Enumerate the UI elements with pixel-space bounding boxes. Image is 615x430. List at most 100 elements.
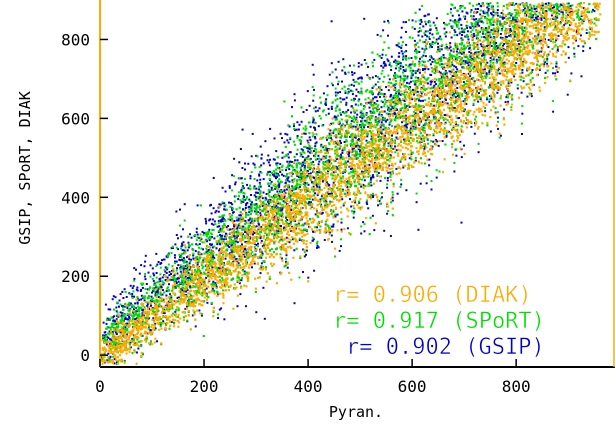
point-gsip: [256, 211, 259, 214]
point-sport: [274, 196, 277, 199]
point-gsip: [179, 259, 182, 262]
point-gsip: [359, 150, 361, 153]
point-gsip: [451, 75, 454, 77]
point-gsip: [393, 60, 395, 63]
point-gsip: [490, 53, 493, 56]
point-sport: [193, 311, 196, 314]
point-gsip: [353, 84, 355, 87]
point-gsip: [420, 110, 422, 113]
point-gsip: [255, 244, 258, 246]
point-sport: [458, 95, 461, 98]
point-gsip: [406, 81, 408, 84]
point-gsip: [119, 293, 122, 296]
point-sport: [246, 196, 248, 199]
point-gsip: [360, 232, 363, 235]
point-gsip: [387, 142, 390, 145]
point-gsip: [325, 200, 328, 203]
point-gsip: [327, 160, 330, 163]
point-sport: [129, 293, 132, 296]
point-gsip: [283, 141, 286, 144]
point-gsip: [284, 132, 287, 135]
point-gsip: [418, 99, 421, 102]
point-sport: [298, 183, 301, 186]
point-gsip: [244, 162, 246, 165]
point-gsip: [569, 4, 572, 7]
point-sport: [578, 16, 581, 19]
point-gsip: [282, 200, 285, 203]
point-sport: [363, 105, 366, 108]
point-sport: [334, 118, 337, 121]
point-gsip: [165, 294, 168, 297]
point-gsip: [466, 30, 469, 33]
point-gsip: [321, 211, 324, 214]
point-gsip: [406, 75, 409, 78]
point-gsip: [316, 246, 318, 249]
point-gsip: [177, 248, 180, 251]
point-gsip: [163, 309, 165, 311]
point-gsip: [366, 74, 369, 77]
point-gsip: [476, 11, 479, 14]
point-gsip: [232, 211, 234, 214]
point-gsip: [361, 117, 364, 120]
point-gsip: [185, 260, 188, 263]
point-gsip: [346, 227, 349, 230]
point-sport: [299, 151, 302, 154]
point-gsip: [509, 28, 512, 30]
point-gsip: [439, 35, 442, 38]
point-gsip: [330, 122, 333, 125]
point-gsip: [358, 98, 361, 101]
point-gsip: [327, 170, 330, 173]
point-gsip: [443, 66, 446, 69]
point-gsip: [153, 287, 156, 290]
point-gsip: [181, 258, 183, 261]
point-gsip: [368, 121, 371, 124]
point-gsip: [422, 25, 425, 28]
point-gsip: [556, 71, 559, 73]
point-gsip: [440, 76, 443, 78]
point-gsip: [250, 219, 253, 222]
point-gsip: [146, 288, 149, 291]
point-gsip: [258, 188, 261, 191]
point-sport: [153, 312, 156, 315]
point-sport: [456, 128, 459, 131]
point-sport: [131, 304, 134, 307]
point-sport: [548, 9, 551, 12]
point-gsip: [429, 28, 432, 31]
point-gsip: [421, 47, 424, 50]
point-gsip: [315, 141, 318, 144]
point-gsip: [432, 140, 435, 143]
point-gsip: [231, 250, 234, 253]
point-gsip: [114, 331, 117, 334]
point-gsip: [444, 35, 447, 38]
point-gsip: [195, 231, 198, 234]
point-gsip: [357, 62, 360, 65]
point-gsip: [445, 46, 448, 48]
point-gsip: [255, 191, 258, 194]
point-gsip: [429, 83, 432, 86]
point-gsip: [430, 56, 433, 59]
point-gsip: [171, 269, 173, 272]
point-gsip: [384, 120, 387, 123]
point-gsip: [405, 21, 407, 24]
point-sport: [360, 103, 363, 106]
point-gsip: [108, 356, 111, 359]
point-gsip: [354, 125, 357, 128]
point-gsip: [395, 136, 398, 139]
point-sport: [266, 204, 269, 207]
point-gsip: [459, 140, 462, 143]
point-gsip: [181, 249, 184, 252]
point-gsip: [577, 45, 580, 48]
point-gsip: [313, 126, 315, 129]
point-gsip: [319, 198, 322, 201]
point-gsip: [448, 130, 450, 133]
point-gsip: [509, 34, 512, 37]
point-gsip: [423, 148, 426, 150]
point-sport: [333, 160, 336, 163]
point-gsip: [259, 178, 262, 181]
point-gsip: [119, 331, 122, 334]
point-sport: [507, 13, 510, 16]
point-sport: [452, 20, 455, 23]
point-gsip: [175, 210, 178, 213]
point-gsip: [474, 51, 477, 54]
point-gsip: [155, 313, 157, 316]
